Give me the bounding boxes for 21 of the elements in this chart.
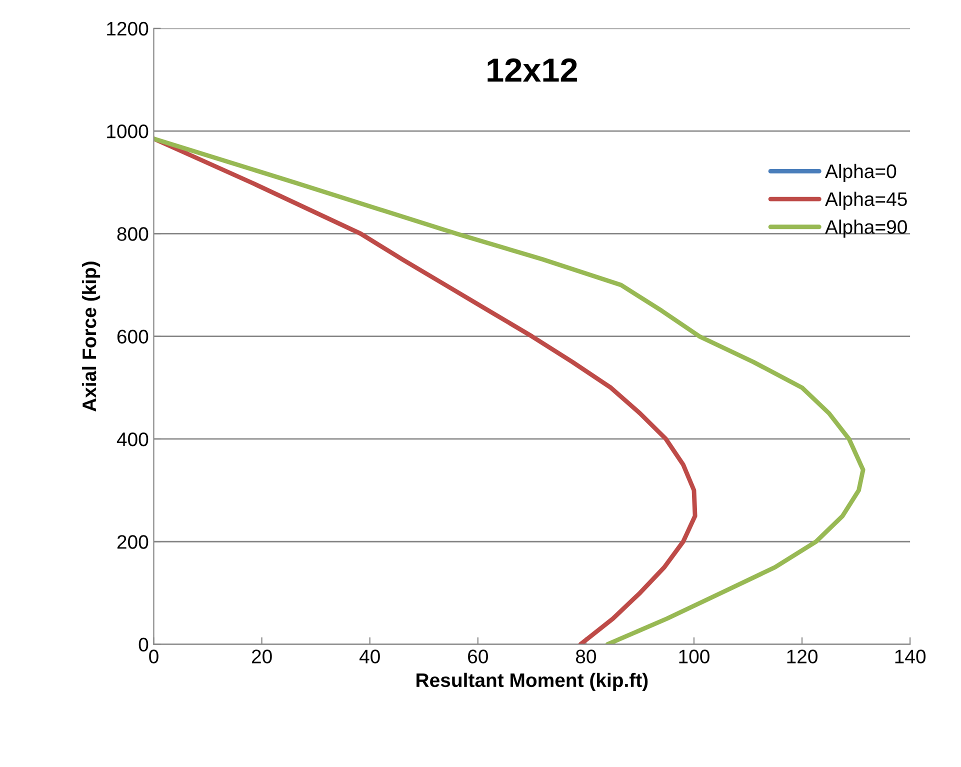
text: 12x12 xyxy=(488,58,577,82)
y-tick-label: 400 xyxy=(116,432,148,446)
x-tick-label: 100 xyxy=(679,650,710,664)
y-tick-label: 200 xyxy=(117,535,148,549)
x-tick-label: 60 xyxy=(468,650,488,664)
legend-label: Alpha=90 xyxy=(825,220,907,238)
x-tick-label: 40 xyxy=(359,650,380,664)
x-axis-title: Resultant Moment (kip.ft) xyxy=(416,672,648,691)
y-tick-label: 0 xyxy=(138,638,148,652)
y-tick-label: 1200 xyxy=(107,22,148,36)
x-tick-label: 0 xyxy=(149,650,158,664)
y-tick-label: 1000 xyxy=(107,124,148,138)
x-tick-label: 20 xyxy=(252,650,272,664)
legend-label: Alpha=0 xyxy=(825,164,896,182)
y-axis-title: Axial Force (kip) xyxy=(82,262,100,412)
x-tick-label: 80 xyxy=(576,650,596,664)
x-tick-label: 120 xyxy=(787,650,818,664)
y-tick-label: 600 xyxy=(117,330,148,344)
x-tick-label: 140 xyxy=(895,650,926,664)
y-tick-label: 800 xyxy=(117,227,148,241)
legend-label: Alpha=45 xyxy=(825,192,907,210)
